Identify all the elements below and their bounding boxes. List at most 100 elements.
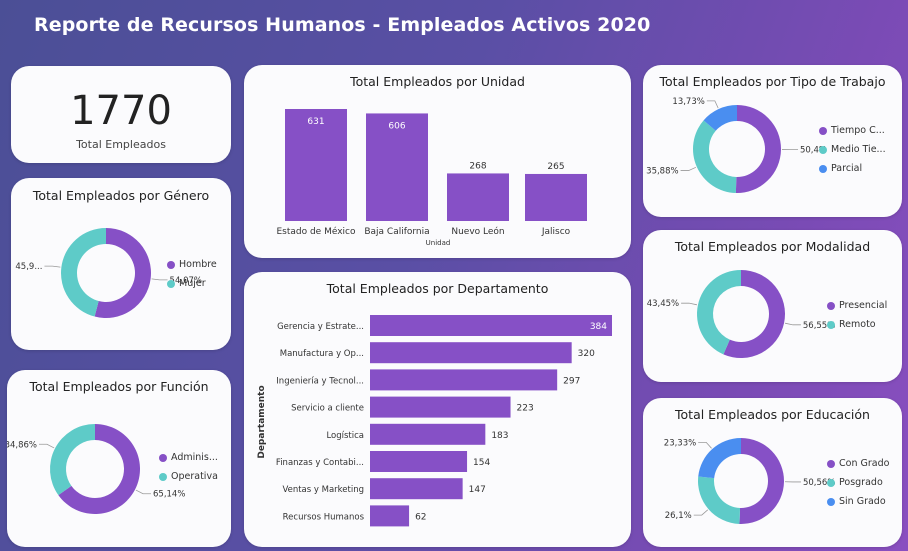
- education-leader-line: [698, 441, 712, 449]
- worktype-slice-tiempo-c[interactable]: [735, 105, 782, 194]
- kpi-card[interactable]: 1770 Total Empleados: [11, 66, 231, 163]
- function-legend-label: Operativa: [171, 471, 218, 482]
- kpi-total-label: Total Empleados: [76, 138, 166, 151]
- department-bar-value-label: 154: [473, 458, 490, 468]
- worktype-donut-card[interactable]: Total Empleados por Tipo de Trabajo 50,4…: [643, 65, 902, 217]
- legend-dot-icon: [167, 279, 175, 288]
- kpi-total-value: 1770: [70, 88, 172, 134]
- department-bar-ventas-y-marketing[interactable]: [370, 478, 463, 500]
- education-donut-chart: 50,56% 26,1% 23,33%: [664, 438, 835, 524]
- education-legend-item[interactable]: Con Grado: [827, 454, 889, 473]
- legend-dot-icon: [819, 145, 827, 154]
- education-leader-line: [693, 509, 709, 516]
- unit-chart-title: Total Empleados por Unidad: [350, 74, 525, 89]
- unit-category-label: Baja California: [364, 227, 429, 237]
- modality-legend-label: Remoto: [839, 319, 876, 330]
- gender-slice-mujer[interactable]: [60, 228, 106, 317]
- worktype-chart-title: Total Empleados por Tipo de Trabajo: [659, 74, 886, 89]
- department-category-label: Finanzas y Contabi...: [276, 458, 364, 468]
- unit-bar-value-label: 265: [547, 162, 564, 172]
- department-bar-ingenieria-y-tecnol[interactable]: [370, 369, 558, 391]
- unit-bar-estado-de-mexico[interactable]: [285, 109, 347, 221]
- legend-dot-icon: [159, 453, 167, 462]
- worktype-slice-parcial[interactable]: [703, 105, 737, 131]
- worktype-slice-medio-tie[interactable]: [693, 120, 737, 193]
- worktype-percent-label: 35,88%: [646, 167, 678, 177]
- worktype-legend-item[interactable]: Parcial: [819, 159, 886, 178]
- function-chart-title: Total Empleados por Función: [29, 379, 209, 394]
- gender-legend-item[interactable]: Hombre: [167, 255, 217, 274]
- function-legend-item[interactable]: Operativa: [159, 467, 218, 486]
- gender-legend-label: Mujer: [179, 278, 206, 289]
- page-title: Reporte de Recursos Humanos - Empleados …: [34, 14, 651, 36]
- worktype-legend-label: Parcial: [831, 163, 863, 174]
- department-bar-value-label: 183: [491, 431, 508, 441]
- modality-leader-line: [784, 322, 801, 326]
- department-category-label: Gerencia y Estrate...: [277, 322, 364, 332]
- department-bar-servicio-a-cliente[interactable]: [370, 396, 511, 418]
- legend-dot-icon: [827, 478, 835, 487]
- education-chart-title: Total Empleados por Educación: [675, 407, 870, 422]
- department-category-label: Ingeniería y Tecnol...: [276, 376, 364, 386]
- department-bar-value-label: 62: [415, 512, 426, 522]
- department-bar-recursos-humanos[interactable]: [370, 505, 410, 527]
- education-legend: Con Grado Posgrado Sin Grado: [827, 454, 889, 511]
- function-leader-line: [135, 489, 152, 495]
- function-legend-item[interactable]: Adminis...: [159, 448, 218, 467]
- education-donut-card[interactable]: Total Empleados por Educación 50,56% 26,1…: [643, 398, 902, 547]
- gender-legend-item[interactable]: Mujer: [167, 274, 217, 293]
- unit-bar-baja-california[interactable]: [366, 113, 428, 221]
- education-legend-item[interactable]: Posgrado: [827, 473, 889, 492]
- modality-slice-remoto[interactable]: [697, 270, 741, 355]
- worktype-legend-item[interactable]: Medio Tie...: [819, 140, 886, 159]
- modality-legend-item[interactable]: Presencial: [827, 296, 887, 315]
- gender-donut-card[interactable]: Total Empleados por Género 54,07% 45,9...…: [11, 178, 231, 350]
- unit-category-label: Estado de México: [276, 226, 356, 237]
- function-percent-label: 65,14%: [153, 490, 185, 500]
- legend-dot-icon: [819, 126, 827, 135]
- department-bar-card[interactable]: Total Empleados por Departamento 384 Gere…: [244, 272, 631, 547]
- education-percent-label: 50,56%: [803, 478, 835, 488]
- modality-legend-item[interactable]: Remoto: [827, 315, 887, 334]
- legend-dot-icon: [819, 164, 827, 173]
- department-bar-finanzas-y-contabi[interactable]: [370, 451, 468, 472]
- unit-bar-value-label: 631: [307, 117, 324, 127]
- unit-bar-nuevo-leon[interactable]: [447, 173, 509, 221]
- function-slice-operativa[interactable]: [50, 424, 95, 496]
- worktype-percent-label: 13,73%: [672, 97, 704, 107]
- unit-bar-card[interactable]: Total Empleados por Unidad 631 Estado de …: [244, 65, 631, 258]
- modality-leader-line: [681, 302, 698, 306]
- department-bar-manufactura-y-op[interactable]: [370, 342, 572, 364]
- department-bar-value-label: 223: [517, 404, 534, 414]
- education-percent-label: 26,1%: [665, 511, 692, 521]
- education-legend-item[interactable]: Sin Grado: [827, 492, 889, 511]
- legend-dot-icon: [827, 301, 835, 310]
- modality-donut-chart: 56,55% 43,45%: [647, 270, 835, 358]
- unit-category-label: Nuevo León: [451, 226, 504, 237]
- gender-leader-line: [44, 265, 61, 268]
- modality-percent-label: 56,55%: [803, 321, 835, 331]
- education-legend-label: Con Grado: [839, 458, 890, 469]
- unit-bar-jalisco[interactable]: [525, 173, 587, 221]
- department-bar-chart: 384 Gerencia y Estrate... 320 Manufactura y…: [257, 315, 612, 527]
- department-bar-logistica[interactable]: [370, 423, 486, 445]
- department-category-label: Recursos Humanos: [283, 512, 365, 522]
- department-category-label: Servicio a cliente: [291, 404, 364, 414]
- gender-donut-chart: 54,07% 45,9...: [15, 228, 202, 318]
- gender-legend-label: Hombre: [179, 259, 217, 270]
- gender-percent-label: 45,9...: [15, 262, 42, 272]
- worktype-legend-item[interactable]: Tiempo C...: [819, 121, 886, 140]
- modality-donut-card[interactable]: Total Empleados por Modalidad 56,55% 43,4…: [643, 230, 902, 382]
- education-slice-posgrado[interactable]: [698, 476, 741, 524]
- education-slice-sin-grado[interactable]: [698, 438, 741, 479]
- legend-dot-icon: [827, 497, 835, 506]
- function-donut-chart: 65,14% 34,86%: [7, 424, 185, 514]
- function-slice-adminis[interactable]: [58, 424, 140, 514]
- modality-slice-presencial[interactable]: [723, 270, 785, 358]
- department-bar-gerencia-y-estrate[interactable]: [370, 315, 612, 336]
- modality-legend: Presencial Remoto: [827, 296, 887, 334]
- function-donut-card[interactable]: Total Empleados por Función 65,14% 34,86%…: [7, 370, 231, 547]
- gender-slice-hombre[interactable]: [94, 228, 151, 318]
- education-slice-con-grado[interactable]: [739, 438, 784, 524]
- unit-category-label: Jalisco: [541, 227, 571, 237]
